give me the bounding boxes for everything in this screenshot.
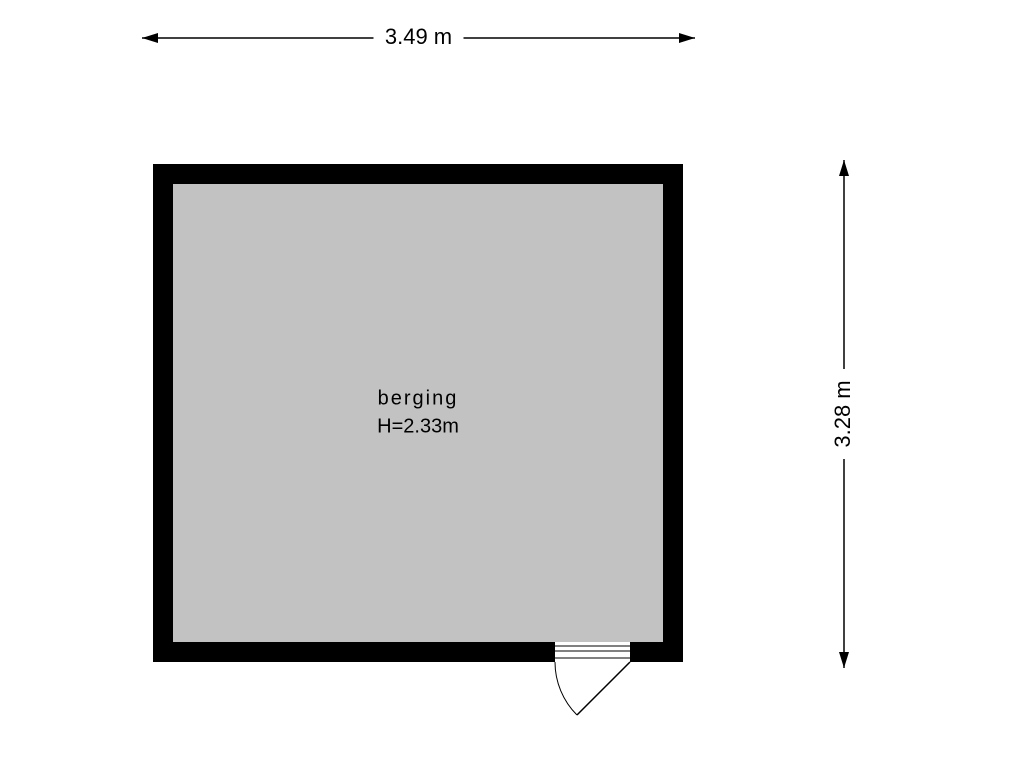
height-dimension-label: 3.28 m bbox=[830, 380, 855, 447]
width-dimension: 3.49 m bbox=[142, 22, 695, 54]
room-name-label: berging bbox=[378, 387, 459, 409]
door bbox=[555, 642, 630, 715]
room-floor bbox=[173, 184, 663, 642]
floorplan-canvas: berging H=2.33m 3.49 m 3.28 m bbox=[0, 0, 1024, 768]
height-dimension: 3.28 m bbox=[828, 160, 860, 668]
room-height-label: H=2.33m bbox=[377, 415, 459, 437]
width-dimension-label: 3.49 m bbox=[385, 24, 452, 49]
